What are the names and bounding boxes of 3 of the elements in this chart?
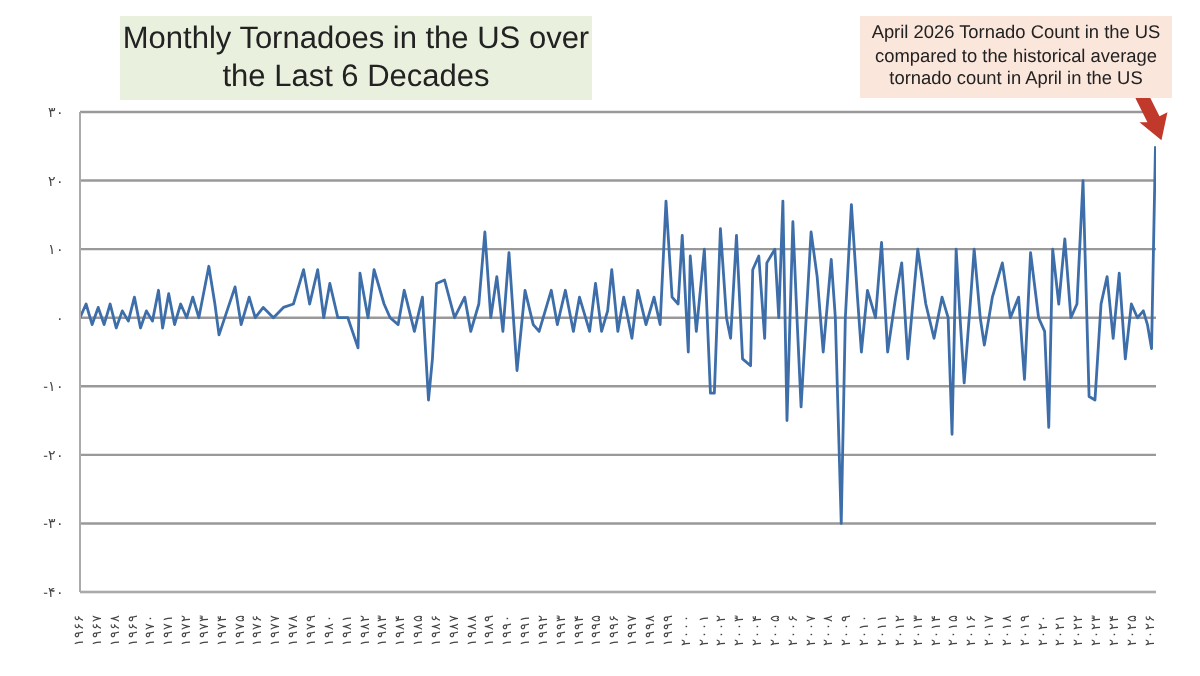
- line-series: [80, 144, 1156, 525]
- chart-title: Monthly Tornadoes in the US over the Last 6 Decades: [120, 16, 592, 100]
- text: April 2026 Tornado Count in the US compared to the historical average tornado count in April in the US: [860, 16, 1172, 97]
